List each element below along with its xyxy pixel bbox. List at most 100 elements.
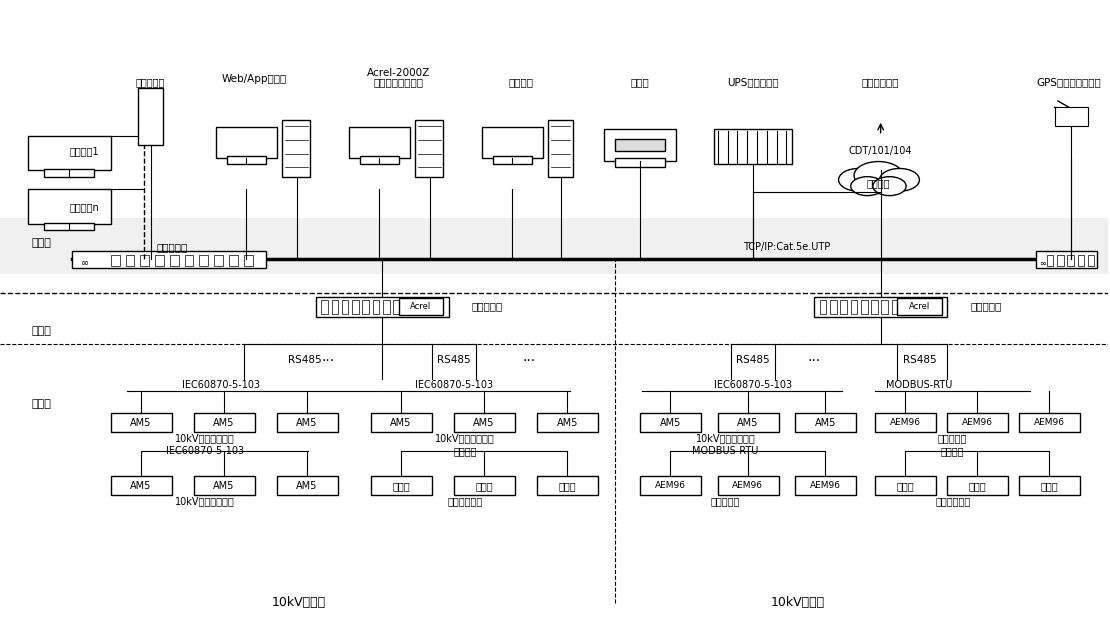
Bar (615, 139, 665, 151)
Text: 数据采集器: 数据采集器 (472, 302, 503, 312)
Text: 电力监控系统主机: 电力监控系统主机 (374, 77, 424, 87)
Bar (321, 300, 327, 314)
Text: 10kV变电所: 10kV变电所 (770, 596, 825, 609)
Text: 手机客户端: 手机客户端 (135, 77, 165, 87)
Text: 多功能仪表: 多功能仪表 (938, 433, 967, 444)
Text: 10kV开闭所: 10kV开闭所 (272, 596, 326, 609)
Bar (1047, 255, 1053, 266)
Text: 温控仪: 温控仪 (475, 481, 493, 491)
Bar (371, 413, 432, 432)
Bar (360, 156, 398, 164)
Bar (718, 476, 779, 495)
Bar (947, 413, 1008, 432)
Text: RS485: RS485 (902, 355, 936, 365)
Circle shape (850, 177, 884, 196)
Bar (276, 476, 337, 495)
Text: AM5: AM5 (296, 481, 317, 491)
Bar (44, 223, 94, 230)
Bar (228, 156, 266, 164)
Text: IEC60870-5-103: IEC60870-5-103 (165, 446, 244, 456)
Text: MODBUS-RTU: MODBUS-RTU (886, 380, 952, 390)
Bar (1088, 255, 1094, 266)
Text: AEM96: AEM96 (961, 418, 992, 427)
Text: Web/App服务器: Web/App服务器 (222, 74, 287, 84)
Text: GPS或北斗对时装置: GPS或北斗对时装置 (1037, 77, 1101, 87)
Text: 其它智能设备: 其它智能设备 (447, 497, 483, 507)
Circle shape (854, 162, 902, 189)
Bar (640, 476, 702, 495)
Bar (796, 413, 856, 432)
Text: 电度表: 电度表 (558, 481, 576, 491)
Text: 上级调度中心: 上级调度中心 (861, 77, 899, 87)
Bar (861, 300, 868, 314)
Text: MODBUS-RTU: MODBUS-RTU (693, 446, 759, 456)
Bar (947, 476, 1008, 495)
Bar (342, 300, 349, 314)
Bar (1019, 476, 1080, 495)
Text: 温控仪: 温控仪 (968, 481, 986, 491)
Bar (139, 88, 163, 145)
Bar (332, 300, 339, 314)
Bar (111, 413, 172, 432)
Text: 指定规约: 指定规约 (454, 446, 477, 456)
Text: 远程访问n: 远程访问n (70, 202, 100, 212)
Text: 10kV保护测控装置: 10kV保护测控装置 (175, 433, 235, 444)
Bar (140, 255, 149, 266)
Text: 五防主机: 五防主机 (508, 77, 533, 87)
Text: AM5: AM5 (659, 418, 680, 428)
Bar (850, 300, 857, 314)
Circle shape (872, 177, 906, 196)
Text: AEM96: AEM96 (1033, 418, 1064, 427)
Bar (28, 189, 111, 224)
Bar (194, 413, 255, 432)
Bar (155, 255, 164, 266)
Text: AEM96: AEM96 (889, 418, 920, 427)
Text: AM5: AM5 (130, 418, 151, 428)
Bar (454, 413, 515, 432)
Bar (1057, 255, 1063, 266)
Text: AM5: AM5 (473, 418, 495, 428)
Bar (604, 129, 676, 161)
Bar (398, 298, 443, 315)
Bar (796, 476, 856, 495)
Text: Acrel: Acrel (909, 302, 930, 311)
Text: IEC60870-5-103: IEC60870-5-103 (415, 380, 493, 390)
Text: CDT/101/104: CDT/101/104 (849, 146, 912, 156)
Bar (244, 255, 253, 266)
Text: RS485: RS485 (287, 355, 322, 365)
Text: 直流屏: 直流屏 (896, 481, 914, 491)
Bar (1078, 255, 1084, 266)
Text: AM5: AM5 (213, 481, 234, 491)
Bar (1054, 107, 1088, 126)
Text: 指定规约: 指定规约 (941, 446, 965, 456)
Bar (362, 300, 369, 314)
Bar (415, 120, 443, 177)
Text: 数据采集器: 数据采集器 (970, 302, 1001, 312)
Bar (315, 297, 448, 317)
Text: 远程访问1: 远程访问1 (70, 146, 100, 156)
Text: ...: ... (523, 350, 536, 363)
Bar (276, 413, 337, 432)
Text: TCP/IP:Cat.5e.UTP: TCP/IP:Cat.5e.UTP (743, 242, 830, 252)
Bar (537, 413, 598, 432)
Bar (1036, 251, 1097, 268)
Text: AEM96: AEM96 (810, 481, 840, 490)
Bar (373, 300, 380, 314)
Text: IEC60870-5-103: IEC60870-5-103 (182, 380, 261, 390)
Text: IEC60870-5-103: IEC60870-5-103 (714, 380, 793, 390)
Text: UPS不间断电源: UPS不间断电源 (727, 77, 779, 87)
Bar (44, 169, 94, 177)
Text: 10kV保护测控装置: 10kV保护测控装置 (435, 433, 495, 444)
Bar (537, 476, 598, 495)
Bar (111, 255, 120, 266)
Bar (125, 255, 134, 266)
Text: 网络交换机: 网络交换机 (157, 242, 188, 252)
Bar (383, 300, 390, 314)
Bar (184, 255, 193, 266)
Text: 电度表: 电度表 (1040, 481, 1058, 491)
Bar (875, 476, 936, 495)
Bar (111, 476, 172, 495)
Circle shape (838, 168, 878, 191)
Bar (282, 120, 310, 177)
Bar (352, 300, 359, 314)
